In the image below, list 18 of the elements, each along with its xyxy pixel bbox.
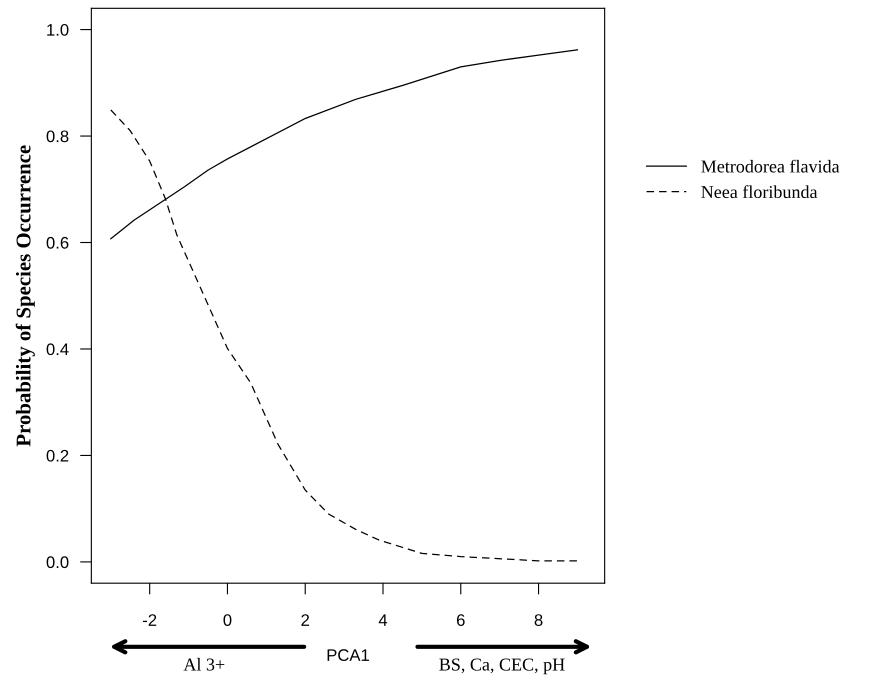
y-tick-label: 0.4 [46,343,69,356]
text: Al 3+ [184,658,224,671]
x-tick-label: 8 [534,614,542,626]
x-tick-label: -2 [143,614,156,626]
x-tick-label: 4 [378,614,388,626]
text: BS, Ca, CEC, pH [439,658,565,674]
y-tick-label: 0.8 [46,130,68,142]
y-tick-label: 0.2 [46,450,68,462]
x-tick-label: 0 [223,614,232,626]
y-tick-label: 1.0 [47,24,68,36]
legend-label: Neea floribunda [701,185,818,198]
y-axis-title: Probability of Species Occurrence [16,145,35,446]
x-tick-label: 6 [456,614,465,626]
y-tick-label: 0.0 [46,556,68,568]
x-tick-label: 2 [301,614,310,626]
x-axis-title: PCA1 [328,649,369,661]
y-tick-label: 0.6 [46,236,68,249]
legend-label: Metrodorea flavida [701,160,840,173]
